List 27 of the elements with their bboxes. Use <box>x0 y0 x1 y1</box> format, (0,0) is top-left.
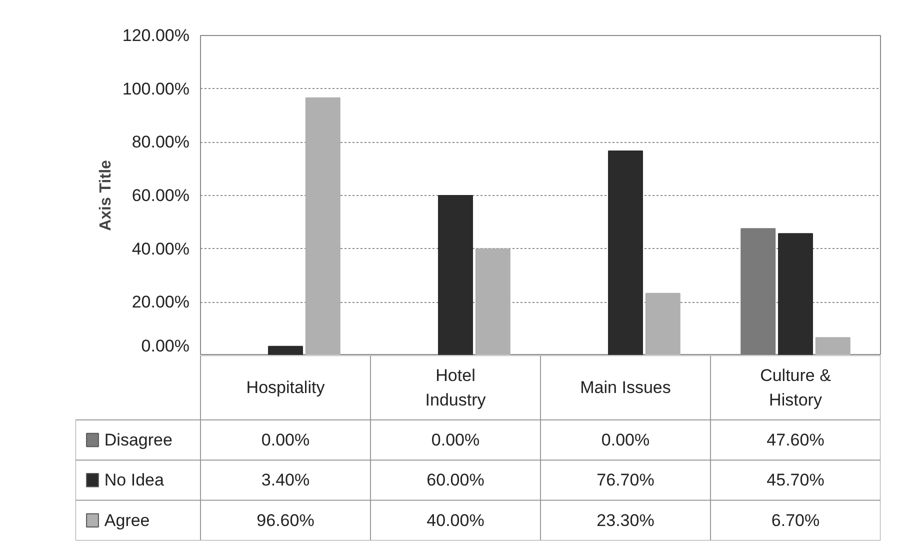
y-tick-label: 80.00% <box>132 132 190 152</box>
data-label: 45.70% <box>766 470 824 490</box>
y-tick-label: 120.00% <box>122 26 190 45</box>
data-label: 60.00% <box>426 470 484 490</box>
y-tick-label: 100.00% <box>122 79 190 98</box>
data-label: 23.30% <box>596 510 654 530</box>
data-label: 76.70% <box>596 470 654 490</box>
data-label: 40.00% <box>426 510 484 530</box>
x-tick-label: Hospitality <box>246 378 326 398</box>
data-label: 96.60% <box>256 510 314 530</box>
y-axis-title: Axis Title <box>97 160 114 231</box>
y-tick-label: 20.00% <box>132 292 190 312</box>
data-label: 47.60% <box>766 430 824 450</box>
data-label: 3.40% <box>261 470 310 490</box>
y-tick-label: 60.00% <box>132 186 190 205</box>
y-tick-label: 40.00% <box>132 239 190 258</box>
x-tick-label: Culture & History <box>760 366 832 410</box>
legend-label: Disagree <box>104 430 172 450</box>
data-label: 6.70% <box>771 510 820 530</box>
data-label: 0.00% <box>431 430 480 450</box>
data-label: 0.00% <box>261 430 310 450</box>
x-tick-label: Hotel Industry <box>425 366 486 410</box>
legend-label: No Idea <box>104 470 164 490</box>
legend-label: Agree <box>104 510 150 530</box>
x-tick-label: Main Issues <box>580 378 671 398</box>
data-label: 0.00% <box>601 430 650 450</box>
y-tick-label: 0.00% <box>141 336 190 356</box>
